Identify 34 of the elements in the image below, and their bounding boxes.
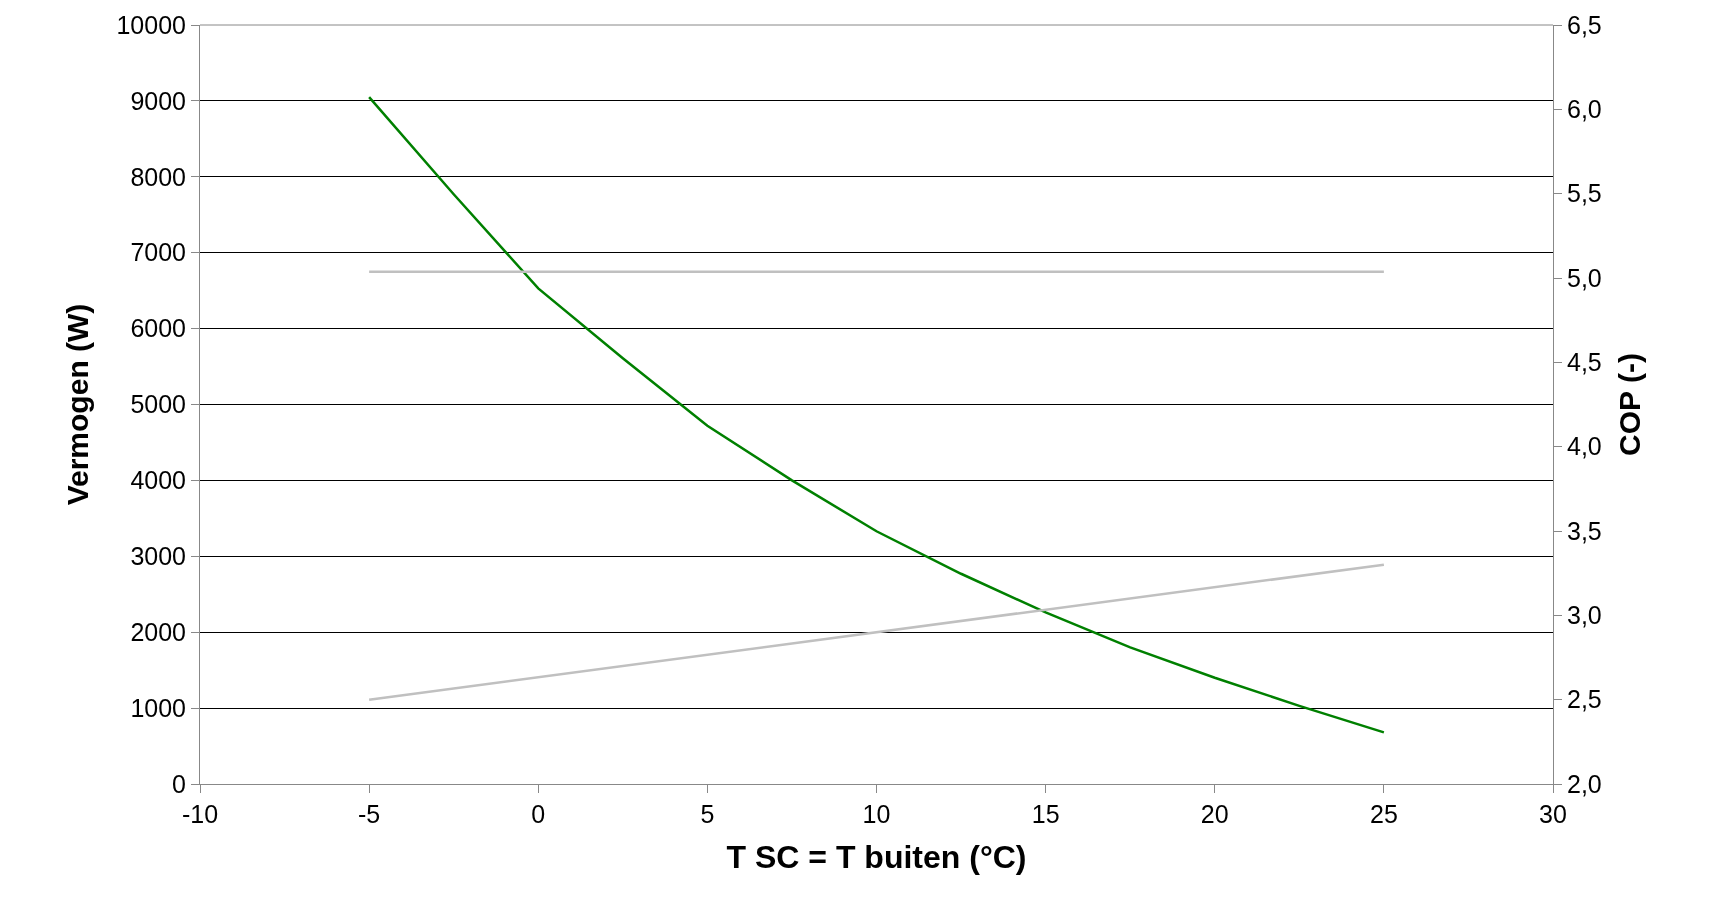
y-tick-label: 5000 xyxy=(130,390,186,419)
y2-tick-label: 6,5 xyxy=(1567,10,1602,39)
line-series xyxy=(367,95,1386,734)
y2-tick-label: 2,5 xyxy=(1567,685,1602,714)
y-tick-label: 2000 xyxy=(130,617,186,646)
y2-tick-label: 6,0 xyxy=(1567,95,1602,124)
x-tick-label: 20 xyxy=(1200,800,1229,828)
y2-tick-label: 4,5 xyxy=(1567,348,1602,377)
y-tick-label: 3000 xyxy=(130,542,186,571)
y2-tick-label: 5,5 xyxy=(1567,179,1602,208)
y2-tick-label: 2,0 xyxy=(1567,769,1602,798)
x-tick-label: -5 xyxy=(358,800,381,828)
y-tick-label: 9000 xyxy=(130,86,186,115)
y-axis-title: Vermogen (W) xyxy=(61,303,95,506)
y-tick-label: 7000 xyxy=(130,238,186,267)
x-axis-title: T SC = T buiten (°C) xyxy=(726,838,1027,875)
y-tick-label: 0 xyxy=(172,769,186,798)
x-tick-label: 15 xyxy=(1031,800,1060,828)
y-tick-label: 1000 xyxy=(130,693,186,722)
y2-tick-label: 4,0 xyxy=(1567,432,1602,461)
x-tick-label: 0 xyxy=(531,800,546,828)
y-tick-label: 10000 xyxy=(116,10,186,39)
y-tick-label: 4000 xyxy=(130,466,186,495)
x-tick-label: 10 xyxy=(862,800,891,828)
x-tick-label: 30 xyxy=(1539,800,1567,828)
y-tick-label: 6000 xyxy=(130,314,186,343)
x-tick-label: -10 xyxy=(181,800,219,828)
x-tick-label: 25 xyxy=(1369,800,1398,828)
y2-tick-label: 3,5 xyxy=(1567,516,1602,545)
y-tick-label: 8000 xyxy=(130,162,186,191)
y2-tick-label: 3,0 xyxy=(1567,601,1602,630)
y2-tick-label: 5,0 xyxy=(1567,263,1602,292)
y2-axis-title: COP (-) xyxy=(1613,353,1647,456)
x-tick-label: 5 xyxy=(700,800,715,828)
